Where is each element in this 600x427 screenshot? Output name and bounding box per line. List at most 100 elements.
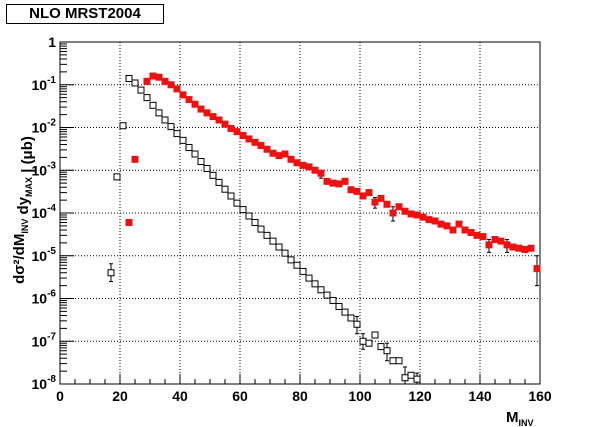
- data-point: [185, 96, 193, 104]
- x-tick-label: 0: [56, 388, 64, 404]
- data-point: [131, 155, 139, 163]
- data-point: [383, 347, 391, 355]
- data-point: [491, 235, 499, 243]
- data-point: [203, 164, 211, 172]
- data-point: [239, 206, 247, 214]
- data-point: [359, 192, 367, 200]
- data-point: [389, 357, 397, 365]
- data-point: [329, 179, 337, 187]
- y-tick-label: 10-3: [32, 160, 57, 178]
- data-point: [281, 249, 289, 257]
- y-tick-label: 10-7: [32, 331, 57, 349]
- data-point: [509, 243, 517, 251]
- data-point: [371, 331, 379, 339]
- data-point: [323, 177, 331, 185]
- data-point: [407, 210, 415, 218]
- grid-lines: [60, 42, 540, 384]
- data-point: [257, 225, 265, 233]
- data-point: [437, 220, 445, 228]
- data-point: [179, 136, 187, 144]
- x-tick-label: 100: [348, 388, 372, 404]
- data-point: [467, 228, 475, 236]
- data-point: [191, 100, 199, 108]
- data-point: [143, 77, 151, 85]
- data-point: [521, 246, 529, 254]
- data-point: [401, 374, 409, 382]
- x-tick-labels: 0 20 40 60 80 100 120 140 160: [56, 388, 552, 404]
- x-tick-label: 20: [112, 388, 128, 404]
- data-point: [209, 171, 217, 179]
- data-point: [443, 222, 451, 230]
- y-tick-label: 10-4: [32, 203, 57, 221]
- data-point: [167, 123, 175, 131]
- data-point: [353, 320, 361, 328]
- data-point: [281, 150, 289, 158]
- data-point: [191, 150, 199, 158]
- data-point: [365, 189, 373, 197]
- data-point: [383, 200, 391, 208]
- data-point: [329, 296, 337, 304]
- data-point: [149, 72, 157, 80]
- data-point: [293, 261, 301, 269]
- data-point: [533, 265, 541, 273]
- data-point: [293, 159, 301, 167]
- data-point: [395, 357, 403, 365]
- y-tick-label: 1: [48, 34, 56, 50]
- data-point: [389, 209, 397, 217]
- data-point: [305, 163, 313, 171]
- data-point: [263, 145, 271, 153]
- data-point: [311, 280, 319, 288]
- data-point: [359, 337, 367, 345]
- data-marks: [107, 72, 541, 385]
- data-point: [431, 217, 439, 225]
- data-point: [245, 212, 253, 220]
- data-point: [167, 81, 175, 89]
- data-point: [269, 237, 277, 245]
- data-point: [275, 152, 283, 160]
- data-point: [221, 185, 229, 193]
- data-point: [197, 158, 205, 166]
- data-point: [305, 274, 313, 282]
- data-point: [371, 198, 379, 206]
- y-tick-labels: 10-8 10-7 10-6 10-5 10-4 10-3 10-2 10-1 1: [32, 34, 57, 392]
- data-point: [233, 128, 241, 136]
- data-point: [341, 308, 349, 316]
- data-point: [143, 94, 151, 102]
- data-point: [461, 226, 469, 234]
- data-point: [257, 141, 265, 149]
- data-point: [413, 375, 421, 383]
- data-point: [341, 177, 349, 185]
- data-point: [317, 286, 325, 294]
- x-tick-label: 60: [232, 388, 248, 404]
- data-point: [221, 120, 229, 128]
- x-tick-label: 40: [172, 388, 188, 404]
- data-point: [173, 85, 181, 93]
- x-tick-label: 80: [292, 388, 308, 404]
- series-1: [107, 75, 421, 385]
- data-point: [113, 173, 121, 181]
- data-point: [527, 244, 535, 252]
- y-tick-label: 10-1: [32, 75, 57, 93]
- data-point: [107, 269, 115, 277]
- data-point: [119, 122, 127, 130]
- data-point: [161, 116, 169, 124]
- data-point: [203, 109, 211, 117]
- data-point: [515, 244, 523, 252]
- data-point: [125, 218, 133, 226]
- x-axis-label: MINV: [506, 409, 534, 427]
- data-point: [323, 291, 331, 299]
- data-point: [197, 105, 205, 113]
- data-point: [227, 124, 235, 132]
- data-point: [485, 241, 493, 249]
- y-tick-label: 10-6: [32, 289, 57, 307]
- data-point: [419, 213, 427, 221]
- data-point: [401, 207, 409, 215]
- x-tick-label: 120: [408, 388, 432, 404]
- data-point: [347, 186, 355, 194]
- data-point: [353, 187, 361, 195]
- x-tick-label: 160: [528, 388, 552, 404]
- data-point: [137, 86, 145, 94]
- data-point: [131, 79, 139, 87]
- data-point: [395, 203, 403, 211]
